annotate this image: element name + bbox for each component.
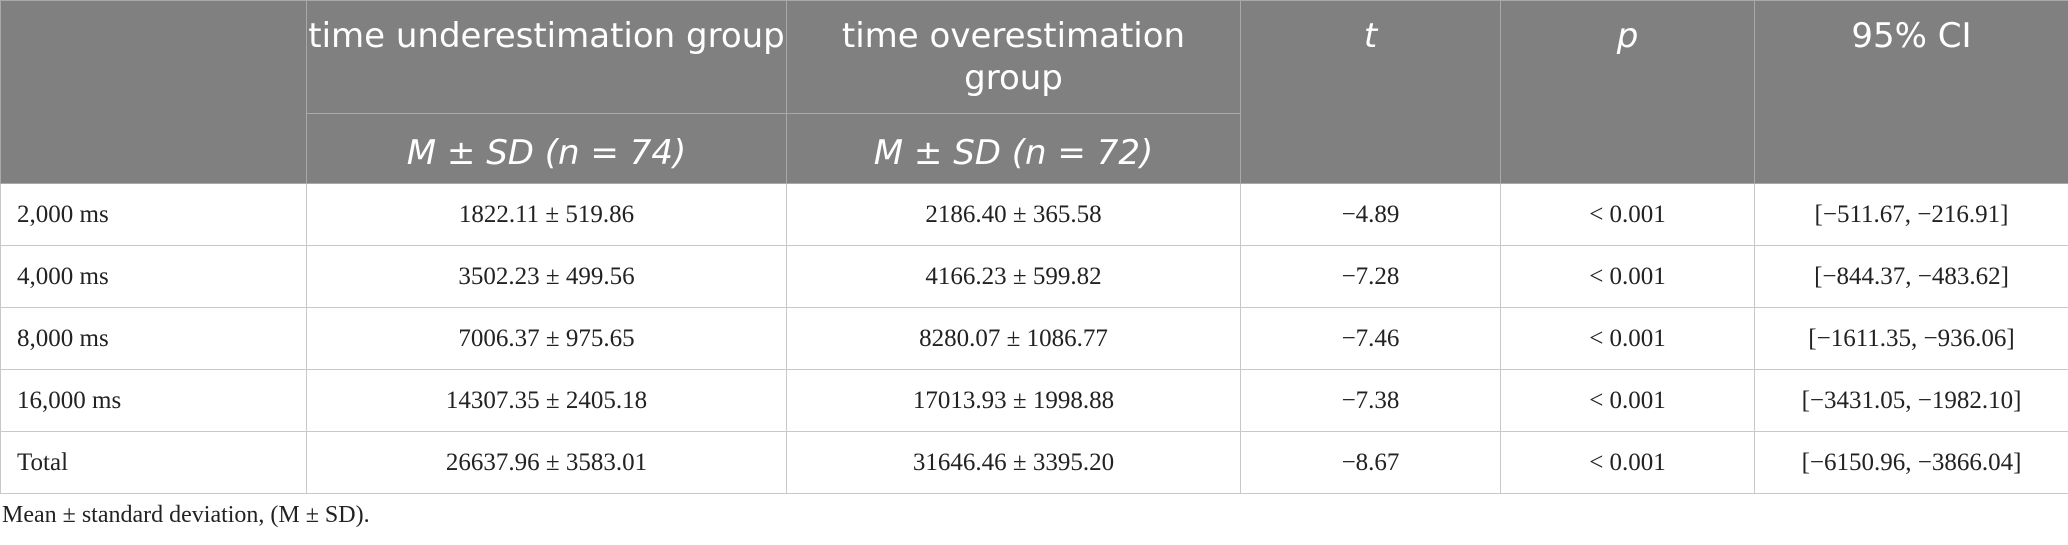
footnote: Mean ± standard deviation, (M ± SD). xyxy=(2,502,370,528)
table-body: 2,000 ms 1822.11 ± 519.86 2186.40 ± 365.58… xyxy=(0,183,2068,494)
row-label: Total xyxy=(0,431,307,494)
table-cell: 26637.96 ± 3583.01 xyxy=(306,431,787,494)
data-table: time underestimation group time overesti… xyxy=(0,0,2068,494)
header-cell: 95% CI xyxy=(1754,0,2068,184)
header-cell: t xyxy=(1240,0,1501,184)
table-row: 16,000 ms 14307.35 ± 2405.18 17013.93 ± 19… xyxy=(0,369,2068,432)
table-cell: 8280.07 ± 1086.77 xyxy=(786,307,1241,370)
table-cell: 17013.93 ± 1998.88 xyxy=(786,369,1241,432)
table-cell: 1822.11 ± 519.86 xyxy=(306,183,787,246)
table-cell: [−6150.96, −3866.04] xyxy=(1754,431,2068,494)
table-cell: < 0.001 xyxy=(1500,307,1755,370)
table-cell: [−3431.05, −1982.10] xyxy=(1754,369,2068,432)
table-cell: < 0.001 xyxy=(1500,183,1755,246)
table-cell: [−511.67, −216.91] xyxy=(1754,183,2068,246)
row-label: 2,000 ms xyxy=(0,183,307,246)
table-cell: 7006.37 ± 975.65 xyxy=(306,307,787,370)
table-cell: −7.28 xyxy=(1240,245,1501,308)
header-cell: time underestimation group xyxy=(306,0,787,114)
header-cell: time overestimation group xyxy=(786,0,1241,114)
table-row: 4,000 ms 3502.23 ± 499.56 4166.23 ± 599.82… xyxy=(0,245,2068,308)
header-cell xyxy=(0,0,307,184)
table-cell: −8.67 xyxy=(1240,431,1501,494)
header-cell: p xyxy=(1500,0,1755,184)
table-cell: 3502.23 ± 499.56 xyxy=(306,245,787,308)
table-cell: [−1611.35, −936.06] xyxy=(1754,307,2068,370)
table-row: Total 26637.96 ± 3583.01 31646.46 ± 3395.2… xyxy=(0,431,2068,494)
subheader-cell: M ± SD (n = 72) xyxy=(786,113,1241,184)
table-cell: −7.38 xyxy=(1240,369,1501,432)
table-cell: < 0.001 xyxy=(1500,245,1755,308)
subheader-row: M ± SD (n = 74) M ± SD (n = 72) xyxy=(1,113,2068,184)
table-cell: −4.89 xyxy=(1240,183,1501,246)
table-cell: < 0.001 xyxy=(1500,431,1755,494)
table-cell: 14307.35 ± 2405.18 xyxy=(306,369,787,432)
table-cell: −7.46 xyxy=(1240,307,1501,370)
row-label: 16,000 ms xyxy=(0,369,307,432)
row-label: 4,000 ms xyxy=(0,245,307,308)
subheader-cell: M ± SD (n = 74) xyxy=(306,113,787,184)
table-cell: 4166.23 ± 599.82 xyxy=(786,245,1241,308)
table-cell: 2186.40 ± 365.58 xyxy=(786,183,1241,246)
table-cell: 31646.46 ± 3395.20 xyxy=(786,431,1241,494)
table-cell: < 0.001 xyxy=(1500,369,1755,432)
table-cell: [−844.37, −483.62] xyxy=(1754,245,2068,308)
table-row: 2,000 ms 1822.11 ± 519.86 2186.40 ± 365.58… xyxy=(0,183,2068,246)
row-label: 8,000 ms xyxy=(0,307,307,370)
table-row: 8,000 ms 7006.37 ± 975.65 8280.07 ± 1086.7… xyxy=(0,307,2068,370)
header-row: time underestimation group time overesti… xyxy=(0,0,2068,184)
